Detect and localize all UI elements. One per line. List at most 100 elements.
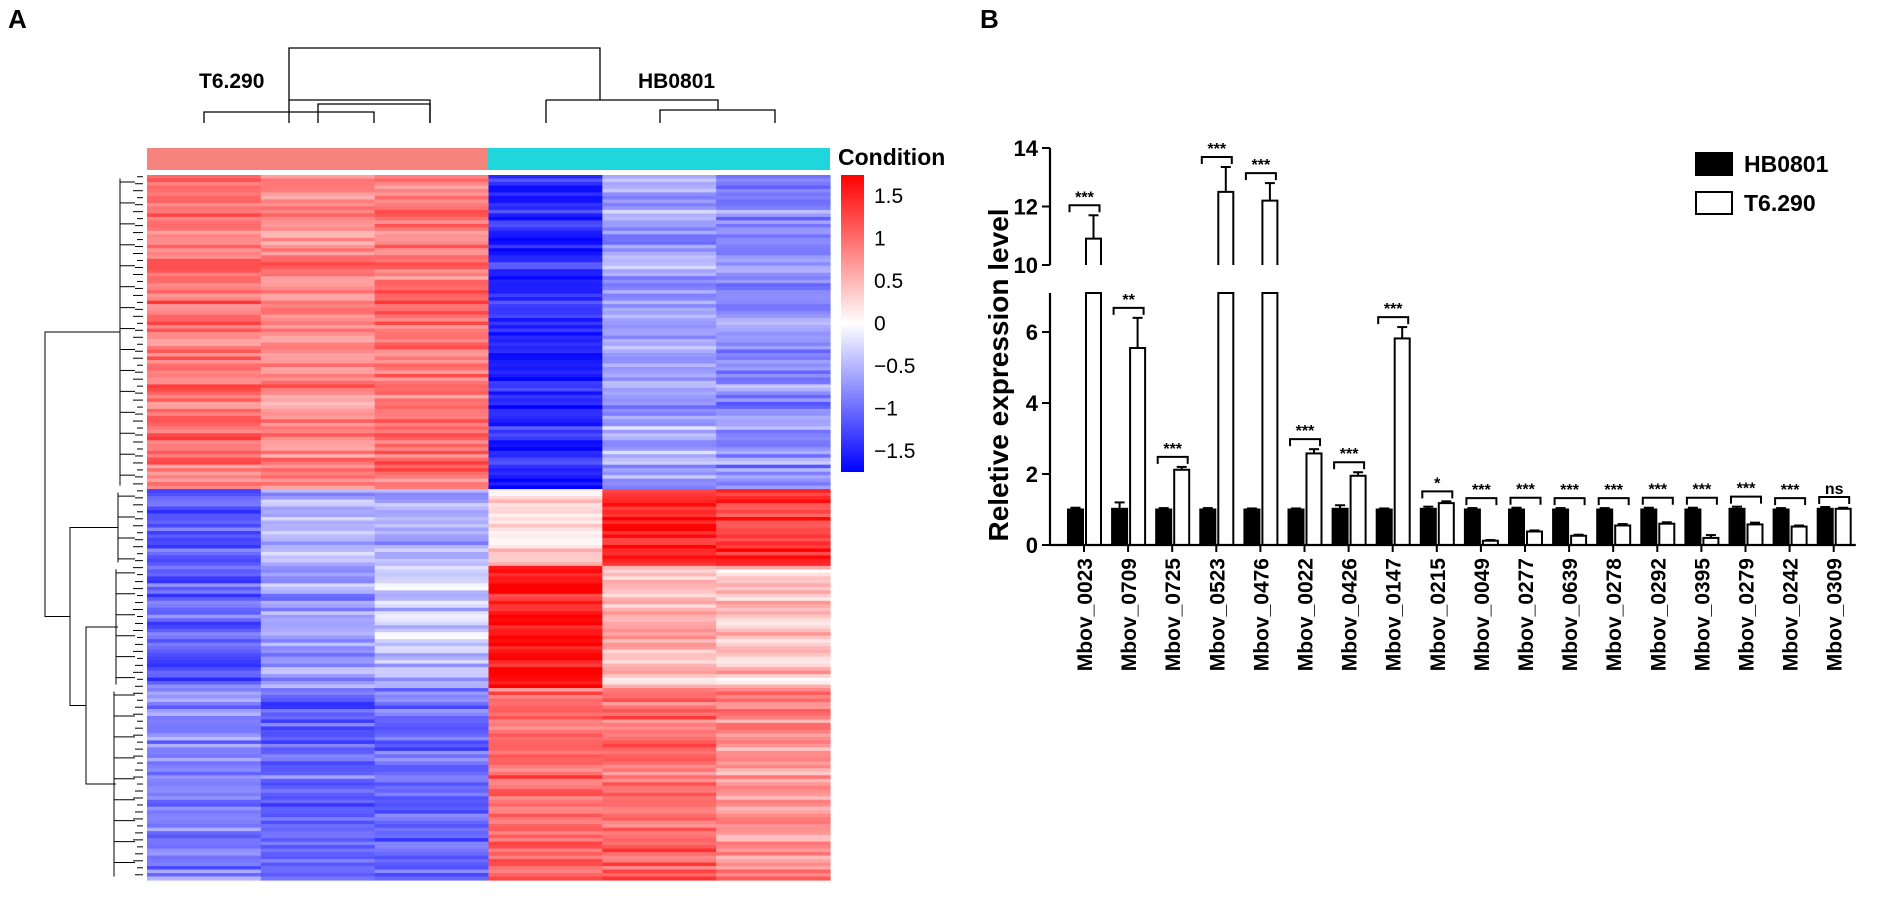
heatmap-cell <box>147 433 262 438</box>
heatmap-cell <box>602 223 717 228</box>
heatmap-cell <box>374 503 490 508</box>
heatmap-cell <box>260 178 376 183</box>
heatmap-cell <box>374 702 490 707</box>
heatmap-cell <box>147 810 262 815</box>
heatmap-cell <box>488 450 603 455</box>
heatmap-cell <box>260 555 376 560</box>
heatmap-cell <box>602 262 717 267</box>
heatmap-cell <box>602 387 717 392</box>
heatmap-cell <box>716 764 831 769</box>
heatmap-cell <box>374 248 490 253</box>
heatmap-cell <box>716 450 831 455</box>
heatmap-cell <box>260 607 376 612</box>
heatmap-cell <box>260 862 376 867</box>
heatmap-cell <box>260 768 376 773</box>
heatmap-cell <box>374 551 490 557</box>
heatmap-cell <box>374 346 490 351</box>
heatmap-cell <box>602 461 717 466</box>
heatmap-cell <box>147 436 262 441</box>
heatmap-cell <box>602 555 717 560</box>
heatmap-cell <box>147 471 262 476</box>
bar-t6290 <box>1790 525 1808 546</box>
heatmap-cell <box>374 705 490 710</box>
heatmap-cell <box>147 775 262 780</box>
x-tick-label: Mbov_0215 <box>1427 558 1450 672</box>
heatmap-cell <box>374 510 490 515</box>
heatmap-cell <box>602 335 717 340</box>
heatmap-cell <box>374 387 490 392</box>
heatmap-cell <box>374 646 490 651</box>
heatmap-cell <box>602 635 717 640</box>
bar-hb0801 <box>1684 508 1702 547</box>
heatmap-cell <box>260 175 376 180</box>
heatmap-cell <box>716 530 831 536</box>
heatmap-cell <box>602 181 717 187</box>
heatmap-cell <box>374 223 490 228</box>
heatmap-cell <box>602 517 717 522</box>
heatmap-cell <box>488 726 603 731</box>
heatmap-cell <box>260 517 376 522</box>
heatmap-cell <box>147 660 262 665</box>
heatmap-cell <box>147 220 262 225</box>
heatmap-cell <box>488 663 603 668</box>
heatmap-cell <box>602 185 717 190</box>
heatmap-cell <box>260 353 376 358</box>
heatmap-cell <box>147 653 262 658</box>
heatmap-cell <box>260 265 376 270</box>
heatmap-cell <box>602 237 717 242</box>
heatmap-cell <box>602 702 717 707</box>
heatmap-cell <box>716 726 831 731</box>
heatmap-cell <box>716 359 831 365</box>
heatmap-cell <box>602 586 717 591</box>
bar-t6290-lower <box>1085 292 1102 546</box>
heatmap-cell <box>147 670 262 675</box>
heatmap-cell <box>374 436 490 441</box>
heatmap-cell <box>716 422 831 427</box>
heatmap-cell <box>147 642 262 647</box>
panel-a-label: A <box>8 4 27 34</box>
heatmap-cell <box>716 387 831 392</box>
heatmap-cell <box>488 342 603 347</box>
heatmap-cell <box>488 740 603 745</box>
heatmap-cell <box>374 621 490 626</box>
heatmap-cell <box>602 782 717 787</box>
heatmap-cell <box>488 569 603 574</box>
heatmap-cell <box>716 789 831 794</box>
heatmap-cell <box>147 443 262 448</box>
x-tick-label: Mbov_0242 <box>1780 558 1803 671</box>
heatmap-cell <box>260 848 376 853</box>
heatmap-cell <box>602 255 717 260</box>
heatmap-cell <box>602 401 717 406</box>
heatmap-cell <box>147 663 262 668</box>
heatmap-cell <box>147 311 262 316</box>
heatmap-cell <box>147 230 262 235</box>
heatmap-cell <box>716 597 831 602</box>
heatmap-cell <box>147 223 262 228</box>
heatmap-cell <box>602 803 717 808</box>
heatmap-cell <box>716 175 831 180</box>
heatmap-cell <box>260 199 376 204</box>
heatmap-cell <box>260 440 376 445</box>
heatmap-cell <box>374 670 490 675</box>
heatmap-cell <box>602 216 717 221</box>
heatmap-cell <box>602 792 717 797</box>
heatmap-cell <box>260 248 376 253</box>
heatmap-cell <box>260 262 376 267</box>
heatmap-cell <box>602 394 717 399</box>
heatmap-cell <box>147 551 262 557</box>
heatmap-cell <box>374 778 490 783</box>
heatmap-cell <box>374 757 490 762</box>
heatmap-cell <box>260 290 376 295</box>
heatmap-cell <box>374 412 490 417</box>
heatmap-cell <box>488 408 603 413</box>
heatmap-cell <box>488 674 603 679</box>
heatmap-cell <box>147 530 262 536</box>
heatmap-cell <box>374 715 490 721</box>
heatmap-cell <box>488 642 603 647</box>
heatmap-cell <box>260 468 376 473</box>
heatmap-cell <box>716 548 831 553</box>
heatmap-cell <box>488 377 603 382</box>
heatmap-cell <box>716 314 831 319</box>
heatmap-cell <box>488 527 603 532</box>
heatmap-cell <box>488 771 603 776</box>
